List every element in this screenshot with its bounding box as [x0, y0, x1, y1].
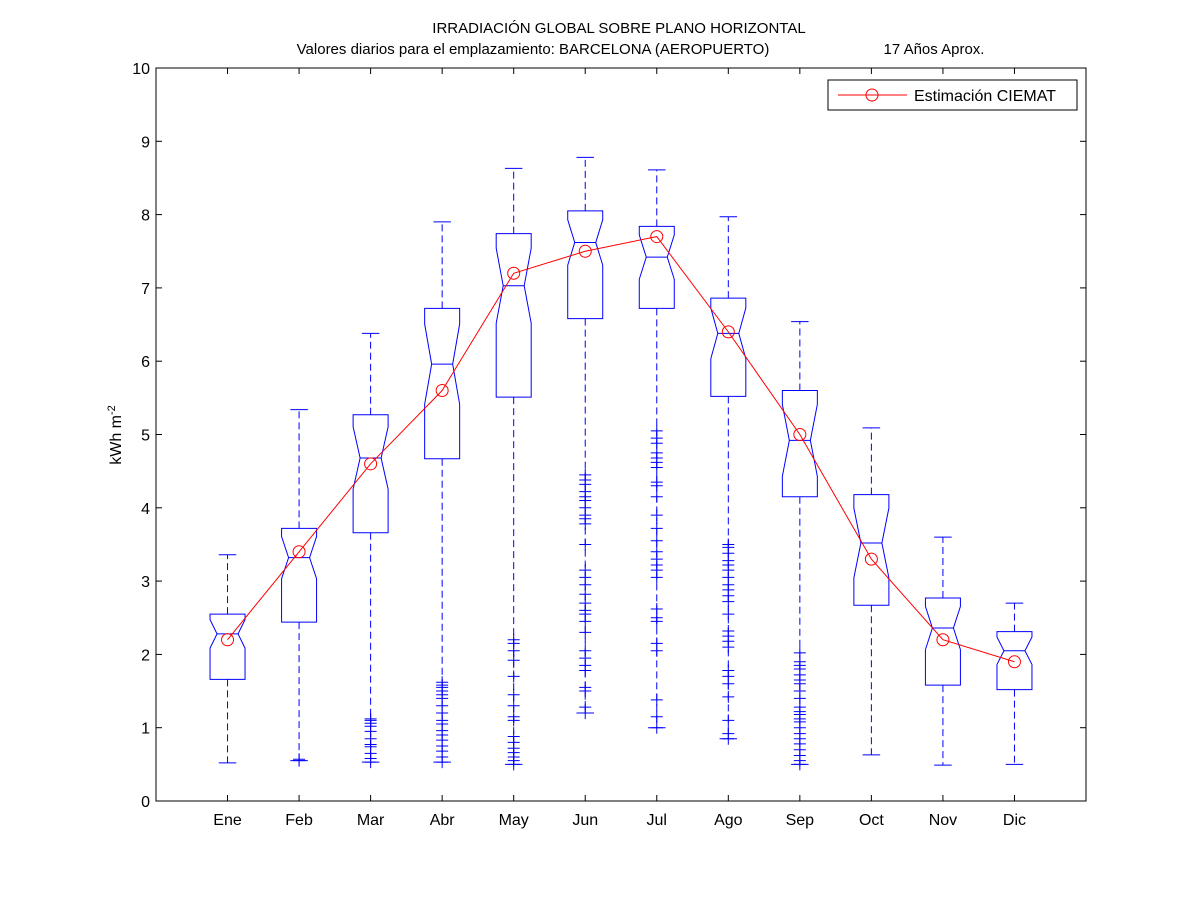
- outlier-point: [722, 608, 735, 621]
- x-tick-label: Nov: [929, 812, 957, 829]
- y-tick-label: 9: [141, 134, 150, 151]
- series-point: [435, 384, 449, 398]
- outlier-point: [722, 727, 735, 740]
- y-axis-label-superscript: -2: [106, 405, 118, 415]
- chart-subtitle-location: Valores diarios para el emplazamiento: B…: [297, 41, 770, 58]
- x-tick-label: Jul: [647, 812, 667, 829]
- chart-title: IRRADIACIÓN GLOBAL SOBRE PLANO HORIZONTA…: [432, 20, 805, 37]
- x-tick-label: Oct: [859, 812, 884, 829]
- series-point: [650, 230, 664, 244]
- y-tick-label: 4: [141, 501, 150, 518]
- outlier-point: [507, 710, 520, 723]
- x-tick-label: Ene: [213, 812, 242, 829]
- series-line-estimacion-ciemat: [227, 236, 1015, 663]
- outlier-point: [722, 714, 735, 727]
- box-mar: [352, 414, 389, 534]
- legend-entry-estimacion-ciemat: Estimación CIEMAT: [914, 88, 1056, 105]
- outlier-point: [579, 644, 592, 657]
- x-tick-label: Feb: [285, 812, 313, 829]
- y-tick-label: 8: [141, 208, 150, 225]
- outlier-point: [650, 534, 663, 547]
- outlier-point: [579, 468, 592, 481]
- legend: Estimación CIEMAT: [827, 79, 1078, 111]
- outlier-point: [650, 476, 663, 489]
- box-nov: [924, 597, 961, 686]
- x-tick-label: Mar: [357, 812, 385, 829]
- y-tick-label: 10: [132, 61, 150, 78]
- legend-marker-swatch: [865, 88, 879, 102]
- outlier-point: [364, 712, 377, 725]
- chart-subtitle-period: 17 Años Aprox.: [884, 41, 985, 58]
- box-abr: [424, 307, 461, 460]
- x-tick-label: Sep: [786, 812, 815, 829]
- box-ago: [710, 297, 747, 397]
- outlier-point: [507, 688, 520, 701]
- x-tick-label: Abr: [430, 812, 456, 829]
- series-point: [721, 325, 735, 339]
- y-tick-label: 1: [141, 721, 150, 738]
- y-axis-label: kWh m-2: [106, 405, 125, 465]
- outlier-point: [579, 701, 592, 714]
- box-jun: [567, 210, 604, 320]
- outlier-point: [722, 624, 735, 637]
- series-point: [793, 428, 807, 441]
- y-tick-label: 2: [141, 647, 150, 664]
- box-feb: [281, 527, 318, 623]
- outlier-point: [507, 699, 520, 712]
- outlier-point: [650, 602, 663, 615]
- outlier-point: [650, 637, 663, 650]
- x-tick-label: Ago: [714, 812, 743, 829]
- outlier-point: [650, 424, 663, 437]
- outlier-point: [650, 693, 663, 706]
- series-point: [364, 457, 378, 471]
- y-axis-label-base: kWh m: [108, 415, 125, 465]
- series-point: [507, 266, 521, 280]
- box-jul: [638, 225, 675, 309]
- y-tick-label: 3: [141, 574, 150, 591]
- y-tick-label: 5: [141, 428, 150, 445]
- y-tick-label: 6: [141, 354, 150, 371]
- x-tick-label: Jun: [572, 812, 598, 829]
- y-tick-label: 0: [141, 794, 150, 811]
- x-tick-label: Dic: [1003, 812, 1026, 829]
- outlier-point: [793, 646, 806, 659]
- box-dic: [996, 631, 1033, 691]
- outlier-point: [722, 690, 735, 703]
- outlier-point: [650, 490, 663, 503]
- series-point: [578, 244, 592, 258]
- outlier-point: [293, 753, 306, 766]
- series-point: [292, 545, 306, 559]
- outlier-point: [507, 633, 520, 646]
- outlier-point: [507, 670, 520, 683]
- outlier-point: [650, 721, 663, 734]
- plot-area: 0 1 2 3 4 5 6 7 8 9 10 Ene Feb Mar Abr May Jun Jul Ago Sep O…: [132, 61, 1087, 829]
- series-point: [864, 552, 878, 566]
- outlier-point: [436, 676, 449, 689]
- y-tick-label: 7: [141, 281, 150, 298]
- box-oct: [853, 494, 890, 606]
- box-may: [495, 233, 532, 398]
- outlier-point: [579, 538, 592, 551]
- x-tick-label: May: [499, 812, 529, 829]
- series-point: [221, 633, 235, 647]
- outlier-point: [579, 626, 592, 639]
- outlier-point: [650, 710, 663, 723]
- box-sep: [781, 390, 818, 498]
- series-point: [1007, 655, 1021, 669]
- outlier-point: [722, 664, 735, 677]
- outlier-point: [579, 564, 592, 577]
- series-point: [936, 633, 950, 647]
- outlier-point: [650, 545, 663, 558]
- outlier-point: [507, 730, 520, 743]
- outlier-point: [579, 681, 592, 694]
- outlier-point: [650, 522, 663, 535]
- outlier-point: [650, 509, 663, 522]
- outlier-point: [722, 538, 735, 551]
